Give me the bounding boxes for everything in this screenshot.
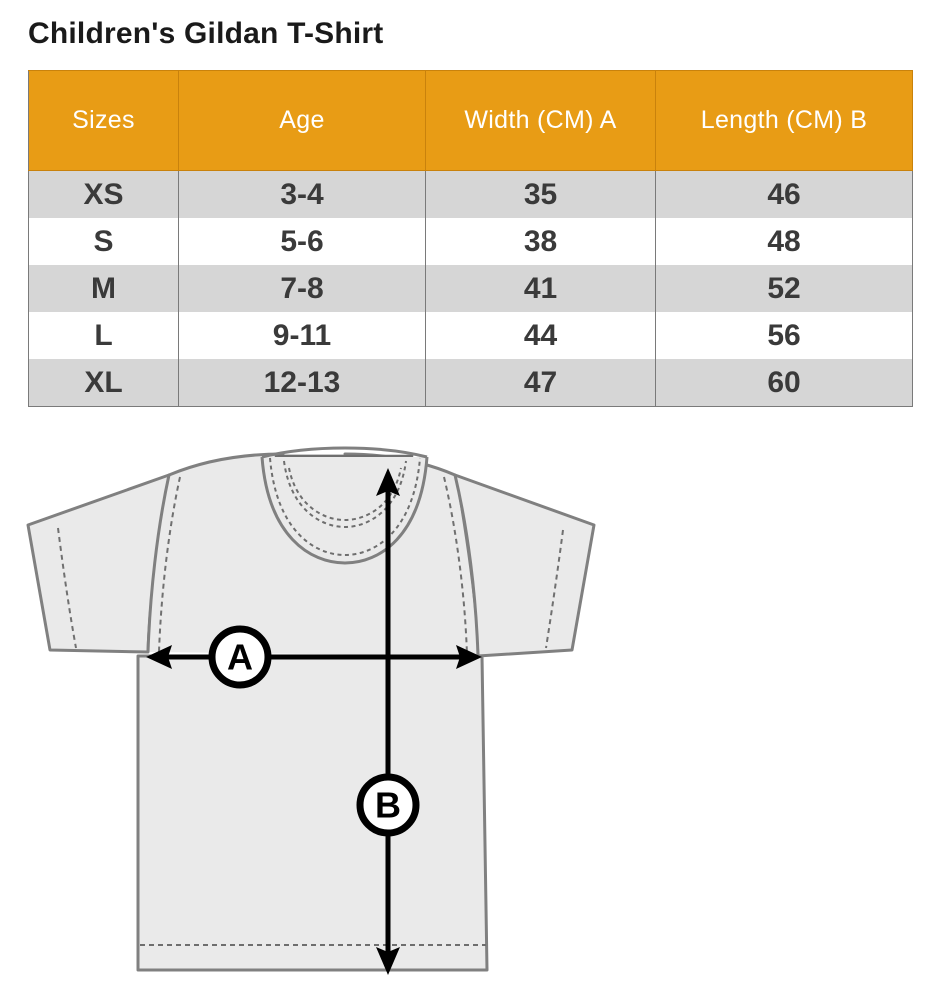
column-header-age: Age [178,70,426,171]
column-header-length: Length (CM) B [655,70,913,171]
cell-length: 46 [655,170,913,218]
cell-size: XL [28,359,179,407]
table-row: M 7-8 41 52 [28,265,913,312]
cell-width: 35 [425,170,656,218]
cell-length: 56 [655,312,913,359]
cell-age: 5-6 [178,218,426,265]
column-header-sizes: Sizes [28,70,179,171]
measurement-arrow-b [376,468,400,975]
cell-size: L [28,312,179,359]
table-row: XS 3-4 35 46 [28,170,913,218]
cell-width: 41 [425,265,656,312]
column-header-width: Width (CM) A [425,70,656,171]
cell-length: 52 [655,265,913,312]
measurement-badge-a: A [208,625,272,689]
cell-length: 48 [655,218,913,265]
cell-size: S [28,218,179,265]
table-row: XL 12-13 47 60 [28,359,913,407]
tshirt-diagram: A B [0,430,940,1007]
cell-size: M [28,265,179,312]
table-row: S 5-6 38 48 [28,218,913,265]
cell-width: 44 [425,312,656,359]
cell-age: 9-11 [178,312,426,359]
table-row: L 9-11 44 56 [28,312,913,359]
table-header-row: Sizes Age Width (CM) A Length (CM) B [28,70,913,171]
cell-age: 12-13 [178,359,426,407]
cell-width: 47 [425,359,656,407]
cell-size: XS [28,170,179,218]
cell-age: 7-8 [178,265,426,312]
page-title: Children's Gildan T-Shirt [28,17,384,50]
cell-width: 38 [425,218,656,265]
measurement-badge-b: B [356,773,420,837]
size-chart-table: Sizes Age Width (CM) A Length (CM) B XS … [28,70,913,407]
cell-age: 3-4 [178,170,426,218]
tshirt-body-shape [136,654,489,972]
measurement-badge-b-label: B [375,785,401,826]
cell-length: 60 [655,359,913,407]
measurement-badge-a-label: A [227,637,253,678]
